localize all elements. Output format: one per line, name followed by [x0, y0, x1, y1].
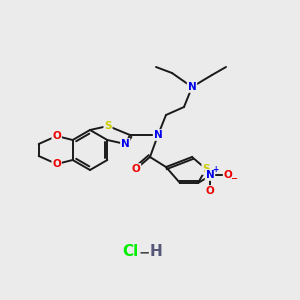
Text: O: O — [52, 131, 61, 141]
Text: +: + — [212, 166, 218, 175]
Text: S: S — [202, 164, 210, 174]
Text: O: O — [206, 186, 214, 196]
Text: −: − — [230, 175, 238, 184]
Text: N: N — [154, 130, 162, 140]
Text: O: O — [132, 164, 140, 174]
Text: N: N — [188, 82, 196, 92]
Text: H: H — [150, 244, 162, 260]
Text: −: − — [138, 245, 150, 259]
Text: O: O — [52, 159, 61, 169]
Text: O: O — [224, 170, 232, 180]
Text: N: N — [206, 170, 214, 180]
Text: S: S — [104, 121, 112, 131]
Text: Cl: Cl — [122, 244, 138, 260]
Text: N: N — [121, 139, 130, 149]
